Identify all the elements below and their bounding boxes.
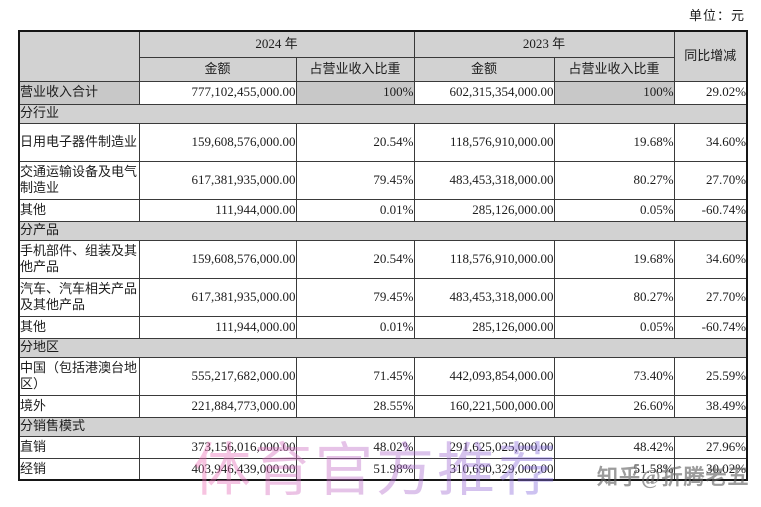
share-2023-cell: 19.68%: [553, 122, 675, 162]
row-label: 直销: [18, 435, 140, 459]
yoy-cell: 29.02%: [673, 80, 748, 105]
amount-2023-cell: 160,221,500,000.00: [413, 394, 555, 418]
yoy-cell: -60.74%: [673, 198, 748, 222]
yoy-cell: 34.60%: [673, 122, 748, 162]
year-2024-header: 2024 年: [138, 30, 415, 58]
share-2024-cell: 71.45%: [295, 356, 415, 396]
share-2024-cell: 48.02%: [295, 435, 415, 459]
share-2024-cell: 79.45%: [295, 160, 415, 200]
section-title: 分产品: [18, 220, 748, 241]
amount-2024-cell: 221,884,773,000.00: [138, 394, 297, 418]
share-2023-cell: 80.27%: [553, 277, 675, 317]
yoy-cell: 27.70%: [673, 160, 748, 200]
yoy-cell: 27.70%: [673, 277, 748, 317]
amount-2024-cell: 617,381,935,000.00: [138, 277, 297, 317]
year-2023-header: 2023 年: [413, 30, 675, 58]
share-2024-cell: 0.01%: [295, 198, 415, 222]
share-2023-cell: 26.60%: [553, 394, 675, 418]
yoy-cell: 25.59%: [673, 356, 748, 396]
amount-2023-cell: 291,625,025,000.00: [413, 435, 555, 459]
amount-2024-cell: 403,946,439,000.00: [138, 457, 297, 481]
amount-2023-cell: 483,453,318,000.00: [413, 160, 555, 200]
amount-2024-cell: 777,102,455,000.00: [138, 80, 297, 105]
share-2024-cell: 20.54%: [295, 122, 415, 162]
section-title: 分地区: [18, 337, 748, 358]
share-2024-cell: 51.98%: [295, 457, 415, 481]
share-2023-cell: 100%: [553, 80, 675, 105]
amount-2024-cell: 159,608,576,000.00: [138, 122, 297, 162]
table-row: 直销 373,156,016,000.00 48.02% 291,625,025…: [18, 435, 748, 459]
table-row: 交通运输设备及电气制造业 617,381,935,000.00 79.45% 4…: [18, 160, 748, 200]
table-row: 中国（包括港澳台地区） 555,217,682,000.00 71.45% 44…: [18, 356, 748, 396]
amount-2024-cell: 373,156,016,000.00: [138, 435, 297, 459]
header-row-measures: 金额 占营业收入比重 金额 占营业收入比重: [19, 56, 747, 82]
yoy-cell: 38.49%: [673, 394, 748, 418]
row-label: 其他: [18, 198, 140, 222]
table-row: 其他 111,944,000.00 0.01% 285,126,000.00 0…: [18, 198, 748, 222]
share-2024-cell: 28.55%: [295, 394, 415, 418]
table-row: 经销 403,946,439,000.00 51.98% 310,690,329…: [18, 457, 748, 481]
row-label: 营业收入合计: [18, 80, 140, 105]
share-2023-cell: 51.58%: [553, 457, 675, 481]
table-row: 汽车、汽车相关产品及其他产品 617,381,935,000.00 79.45%…: [18, 277, 748, 317]
table-row: 境外 221,884,773,000.00 28.55% 160,221,500…: [18, 394, 748, 418]
unit-label: 单位：元: [688, 8, 745, 23]
share-2023-cell: 0.05%: [553, 315, 675, 339]
section-row-sales-model: 分销售模式: [18, 416, 748, 437]
row-label: 交通运输设备及电气制造业: [18, 160, 140, 200]
section-row-region: 分地区: [18, 337, 748, 358]
row-label: 境外: [18, 394, 140, 418]
yoy-cell: 30.02%: [673, 457, 748, 481]
table-row: 日用电子器件制造业 159,608,576,000.00 20.54% 118,…: [18, 122, 748, 162]
section-title: 分销售模式: [18, 416, 748, 437]
row-label: 日用电子器件制造业: [18, 122, 140, 162]
share-2023-cell: 0.05%: [553, 198, 675, 222]
total-revenue-row: 营业收入合计 777,102,455,000.00 100% 602,315,3…: [18, 80, 748, 105]
amount-2023-header: 金额: [413, 56, 555, 82]
amount-2024-cell: 617,381,935,000.00: [138, 160, 297, 200]
amount-2024-cell: 159,608,576,000.00: [138, 239, 297, 279]
amount-2023-cell: 285,126,000.00: [413, 315, 555, 339]
amount-2024-cell: 111,944,000.00: [138, 198, 297, 222]
share-2024-cell: 79.45%: [295, 277, 415, 317]
header-row-years: 2024 年 2023 年 同比增减: [18, 30, 748, 82]
row-label: 汽车、汽车相关产品及其他产品: [18, 277, 140, 317]
yoy-cell: 27.96%: [673, 435, 748, 459]
share-2023-cell: 19.68%: [553, 239, 675, 279]
amount-2024-cell: 555,217,682,000.00: [138, 356, 297, 396]
amount-2024-header: 金额: [138, 56, 297, 82]
amount-2023-cell: 310,690,329,000.00: [413, 457, 555, 481]
section-title: 分行业: [18, 103, 748, 124]
amount-2023-cell: 442,093,854,000.00: [413, 356, 555, 396]
row-label: 手机部件、组装及其他产品: [18, 239, 140, 279]
amount-2023-cell: 118,576,910,000.00: [413, 122, 555, 162]
yoy-header: 同比增减: [673, 30, 748, 82]
share-2024-cell: 20.54%: [295, 239, 415, 279]
amount-2023-cell: 285,126,000.00: [413, 198, 555, 222]
amount-2023-cell: 483,453,318,000.00: [413, 277, 555, 317]
share-2023-cell: 48.42%: [553, 435, 675, 459]
amount-2024-cell: 111,944,000.00: [138, 315, 297, 339]
table-row: 手机部件、组装及其他产品 159,608,576,000.00 20.54% 1…: [18, 239, 748, 279]
row-label: 中国（包括港澳台地区）: [18, 356, 140, 396]
share-2024-header: 占营业收入比重: [295, 56, 415, 82]
share-2023-header: 占营业收入比重: [553, 56, 675, 82]
share-2024-cell: 0.01%: [295, 315, 415, 339]
share-2023-cell: 80.27%: [553, 160, 675, 200]
amount-2023-cell: 118,576,910,000.00: [413, 239, 555, 279]
section-row-industry: 分行业: [18, 103, 748, 124]
table-row: 其他 111,944,000.00 0.01% 285,126,000.00 0…: [18, 315, 748, 339]
yoy-cell: 34.60%: [673, 239, 748, 279]
row-label: 其他: [18, 315, 140, 339]
corner-empty-cell: [18, 30, 140, 82]
row-label: 经销: [18, 457, 140, 481]
revenue-breakdown-table: 2024 年 2023 年 同比增减 金额 占营业收入比重 金额 占营业收入比重…: [18, 30, 749, 481]
share-2024-cell: 100%: [295, 80, 415, 105]
yoy-cell: -60.74%: [673, 315, 748, 339]
amount-2023-cell: 602,315,354,000.00: [413, 80, 555, 105]
share-2023-cell: 73.40%: [553, 356, 675, 396]
section-row-product: 分产品: [18, 220, 748, 241]
